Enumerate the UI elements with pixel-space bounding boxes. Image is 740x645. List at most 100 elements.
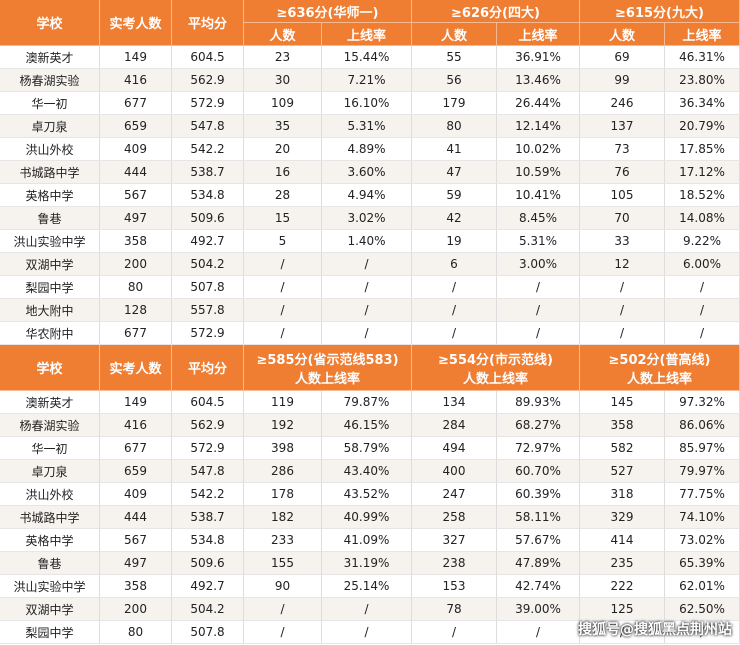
table-cell: 7.21% <box>322 69 412 92</box>
table-cell: 5.31% <box>322 115 412 138</box>
table-cell: 20.79% <box>665 115 740 138</box>
table-cell: / <box>665 276 740 299</box>
table-cell: 677 <box>100 437 172 460</box>
table-cell: / <box>322 621 412 644</box>
table-cell: 25.14% <box>322 575 412 598</box>
table-cell: 119 <box>244 391 322 414</box>
table-cell: / <box>412 299 497 322</box>
table-cell: 双湖中学 <box>0 253 100 276</box>
table-cell: 572.9 <box>172 92 244 115</box>
table-cell: 105 <box>580 184 665 207</box>
table-cell: 36.34% <box>665 92 740 115</box>
table-cell: 英格中学 <box>0 184 100 207</box>
table-cell: 238 <box>412 552 497 575</box>
table-cell: / <box>244 299 322 322</box>
table-cell: 444 <box>100 506 172 529</box>
table-cell: 15 <box>244 207 322 230</box>
table-cell: 20 <box>244 138 322 161</box>
table-cell: 414 <box>580 529 665 552</box>
table-cell: 604.5 <box>172 391 244 414</box>
table-cell: 10.59% <box>497 161 580 184</box>
table-cell: 57.67% <box>497 529 580 552</box>
table-cell: 65.39% <box>665 552 740 575</box>
table-cell: 12 <box>580 253 665 276</box>
table-cell: 86.06% <box>665 414 740 437</box>
table-cell: 542.2 <box>172 138 244 161</box>
table-cell: 79.97% <box>665 460 740 483</box>
table-cell: 洪山外校 <box>0 138 100 161</box>
table-cell: 90 <box>244 575 322 598</box>
table-cell: 79.87% <box>322 391 412 414</box>
table-cell: 3.60% <box>322 161 412 184</box>
group-header: ≥615分(九大) <box>580 0 740 23</box>
table-cell: 677 <box>100 92 172 115</box>
table-cell: / <box>322 299 412 322</box>
table-cell: 洪山实验中学 <box>0 575 100 598</box>
table-cell: / <box>412 276 497 299</box>
table-cell: 33 <box>580 230 665 253</box>
table-cell: 192 <box>244 414 322 437</box>
table-cell: 23 <box>244 46 322 69</box>
table-cell: 78 <box>412 598 497 621</box>
table-cell: / <box>322 253 412 276</box>
table-cell: 华一初 <box>0 437 100 460</box>
table-cell: 85.97% <box>665 437 740 460</box>
table-cell: 62.50% <box>665 598 740 621</box>
table-cell: 507.8 <box>172 621 244 644</box>
table-cell: 125 <box>580 598 665 621</box>
table-cell: 89.93% <box>497 391 580 414</box>
table-cell: 3.00% <box>497 253 580 276</box>
table-cell: 46.31% <box>665 46 740 69</box>
table-cell: 鲁巷 <box>0 552 100 575</box>
table-cell: 16 <box>244 161 322 184</box>
table-cell: 60.70% <box>497 460 580 483</box>
table-cell: / <box>322 276 412 299</box>
table-cell: 562.9 <box>172 69 244 92</box>
table-cell: 澳新英才 <box>0 391 100 414</box>
table-cell: / <box>244 621 322 644</box>
table-cell: 42.74% <box>497 575 580 598</box>
column-header: 实考人数 <box>100 345 172 391</box>
table-cell: 109 <box>244 92 322 115</box>
table-cell: 497 <box>100 207 172 230</box>
table-cell: 46.15% <box>322 414 412 437</box>
table-cell: 双湖中学 <box>0 598 100 621</box>
table-cell: 494 <box>412 437 497 460</box>
table-cell: / <box>244 253 322 276</box>
table-cell: 43.40% <box>322 460 412 483</box>
group-header: ≥502分(普高线) 人数上线率 <box>580 345 740 391</box>
table-cell: 卓刀泉 <box>0 460 100 483</box>
table-cell: 41.09% <box>322 529 412 552</box>
sub-header: 人数 <box>412 23 497 46</box>
table-cell: 16.10% <box>322 92 412 115</box>
table-cell: 318 <box>580 483 665 506</box>
column-header: 学校 <box>0 0 100 46</box>
group-title: ≥554分(市示范线) <box>438 352 553 368</box>
table-cell: 5 <box>244 230 322 253</box>
table-cell: 60.39% <box>497 483 580 506</box>
table-cell: 509.6 <box>172 207 244 230</box>
group-title: ≥585分(省示范线583) <box>256 352 399 368</box>
table-cell: 74.10% <box>665 506 740 529</box>
table-cell: 562.9 <box>172 414 244 437</box>
table-cell: 80 <box>100 621 172 644</box>
table-cell: 41 <box>412 138 497 161</box>
table-cell: 书城路中学 <box>0 161 100 184</box>
table-cell: / <box>580 276 665 299</box>
table-cell: 572.9 <box>172 437 244 460</box>
table-cell: 222 <box>580 575 665 598</box>
table-cell: 杨春湖实验 <box>0 69 100 92</box>
table-cell: 97.32% <box>665 391 740 414</box>
table-cell: 200 <box>100 253 172 276</box>
table-cell: 39.00% <box>497 598 580 621</box>
table-cell: / <box>665 299 740 322</box>
table-cell: 182 <box>244 506 322 529</box>
table-cell: 30 <box>244 69 322 92</box>
table-cell: 179 <box>412 92 497 115</box>
table-cell: 246 <box>580 92 665 115</box>
table-cell: 17.85% <box>665 138 740 161</box>
table-cell: 504.2 <box>172 253 244 276</box>
table-cell: 澳新英才 <box>0 46 100 69</box>
group-header: ≥636分(华师一) <box>244 0 412 23</box>
table-cell: / <box>665 322 740 345</box>
